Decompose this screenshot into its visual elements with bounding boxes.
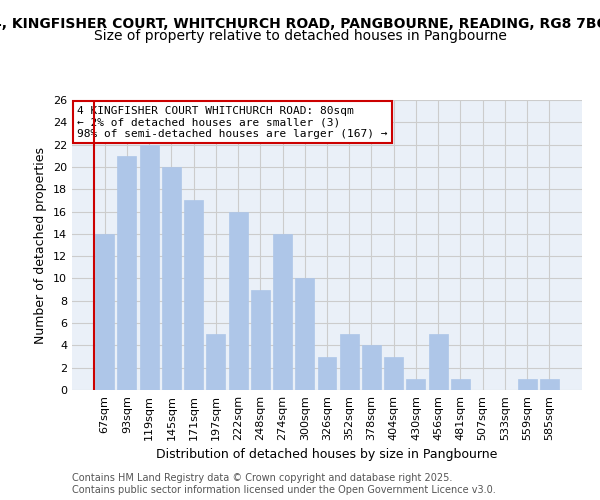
Bar: [317, 356, 337, 390]
Y-axis label: Number of detached properties: Number of detached properties: [34, 146, 47, 344]
Bar: [451, 379, 470, 390]
Bar: [362, 346, 381, 390]
Bar: [340, 334, 359, 390]
Text: 4 KINGFISHER COURT WHITCHURCH ROAD: 80sqm
← 2% of detached houses are smaller (3: 4 KINGFISHER COURT WHITCHURCH ROAD: 80sq…: [77, 106, 388, 139]
Bar: [162, 167, 181, 390]
Text: 4, KINGFISHER COURT, WHITCHURCH ROAD, PANGBOURNE, READING, RG8 7BQ: 4, KINGFISHER COURT, WHITCHURCH ROAD, PA…: [0, 18, 600, 32]
Bar: [406, 379, 425, 390]
Bar: [95, 234, 114, 390]
Bar: [384, 356, 403, 390]
Text: Contains HM Land Registry data © Crown copyright and database right 2025.
Contai: Contains HM Land Registry data © Crown c…: [72, 474, 496, 495]
Bar: [229, 212, 248, 390]
Bar: [206, 334, 225, 390]
Bar: [518, 379, 536, 390]
Bar: [273, 234, 292, 390]
Bar: [184, 200, 203, 390]
Bar: [140, 144, 158, 390]
Bar: [118, 156, 136, 390]
Text: Size of property relative to detached houses in Pangbourne: Size of property relative to detached ho…: [94, 29, 506, 43]
Bar: [429, 334, 448, 390]
Bar: [251, 290, 270, 390]
X-axis label: Distribution of detached houses by size in Pangbourne: Distribution of detached houses by size …: [157, 448, 497, 462]
Bar: [540, 379, 559, 390]
Bar: [295, 278, 314, 390]
